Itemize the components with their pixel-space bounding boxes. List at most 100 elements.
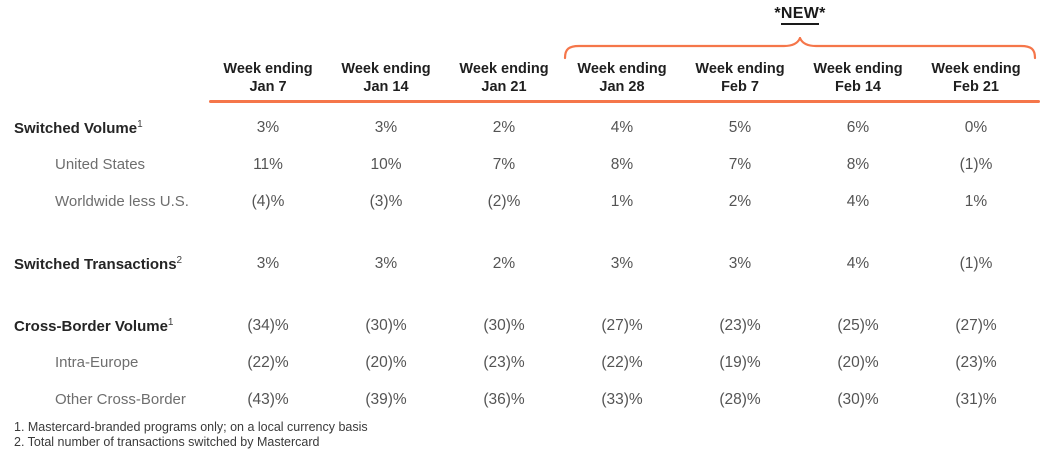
cell-value: 4% xyxy=(846,254,870,272)
column-header-line1: Week ending xyxy=(931,61,1021,77)
row-label: United States xyxy=(0,156,209,173)
row-label: Worldwide less U.S. xyxy=(0,193,209,210)
cell-value: 11% xyxy=(253,155,283,173)
cell-value: (19)% xyxy=(719,353,761,371)
cell-value: (23)% xyxy=(719,316,761,334)
row-label: Switched Transactions2 xyxy=(0,255,209,273)
header-underline xyxy=(209,100,1040,103)
cell-value: (20)% xyxy=(365,353,407,371)
cell-value: 3% xyxy=(728,254,752,272)
cell-value: (4)% xyxy=(251,192,285,210)
cell-value: (23)% xyxy=(955,353,997,371)
footnotes: 1. Mastercard-branded programs only; on … xyxy=(14,420,368,450)
cell-value: (33)% xyxy=(601,390,643,408)
column-header-line1: Week ending xyxy=(341,61,431,77)
cell-value: 3% xyxy=(374,118,398,136)
cell-value: 2% xyxy=(492,254,516,272)
cell-value: 10% xyxy=(370,155,402,173)
cell-value: 8% xyxy=(846,155,870,173)
column-header: Week ending Feb 7 xyxy=(681,55,799,96)
row-label: Cross-Border Volume1 xyxy=(0,317,209,335)
cell-value: 8% xyxy=(610,155,634,173)
metrics-table: Switched Volume1 3% 3% 2% 4% 5% 6% 0% United Sta… xyxy=(0,109,1035,418)
row-label-text: Intra-Europe xyxy=(55,354,139,371)
column-header: Week ending Jan 14 xyxy=(327,55,445,96)
cell-value: (34)% xyxy=(247,316,289,334)
column-header-line2: Feb 14 xyxy=(835,79,881,95)
row-label-text: Switched Transactions xyxy=(14,255,177,273)
cell-value: (1)% xyxy=(959,155,993,173)
row-label-text: United States xyxy=(55,156,146,173)
column-header-line1: Week ending xyxy=(695,61,785,77)
cell-value: 4% xyxy=(846,192,870,210)
footnote-1: 1. Mastercard-branded programs only; on … xyxy=(14,420,368,434)
cell-value: 3% xyxy=(256,254,280,272)
cell-value: (20)% xyxy=(837,353,879,371)
cell-value: (2)% xyxy=(487,192,521,210)
column-header-line1: Week ending xyxy=(223,61,313,77)
new-label-asterisk-left: * xyxy=(774,5,781,22)
column-header: Week ending Feb 14 xyxy=(799,55,917,96)
new-label-text: NEW xyxy=(780,5,820,25)
cell-value: (30)% xyxy=(483,316,525,334)
cell-value: 7% xyxy=(492,155,516,173)
cell-value: (22)% xyxy=(601,353,643,371)
cell-value: 4% xyxy=(610,118,634,136)
row-label-text: Worldwide less U.S. xyxy=(55,193,189,210)
row-label-text: Switched Volume xyxy=(14,119,138,137)
cell-value: (3)% xyxy=(369,192,403,210)
brace-path xyxy=(563,37,1037,60)
cell-value: (39)% xyxy=(365,390,407,408)
column-header-line2: Jan 14 xyxy=(363,79,409,95)
column-header-line2: Feb 21 xyxy=(953,79,999,95)
column-header-line1: Week ending xyxy=(577,61,667,77)
table-row: Other Cross-Border (43)% (39)% (36)% (33)% (2… xyxy=(0,381,1035,418)
header-row: Week ending Jan 7 Week ending Jan 14 Week en… xyxy=(0,55,1035,96)
column-header-line2: Feb 7 xyxy=(721,79,759,95)
footnote-marker: 1 xyxy=(167,316,174,328)
cell-value: (36)% xyxy=(483,390,525,408)
cell-value: (23)% xyxy=(483,353,525,371)
cell-value: 3% xyxy=(256,118,280,136)
cell-value: (22)% xyxy=(247,353,289,371)
cell-value: 6% xyxy=(846,118,870,136)
header-spacer xyxy=(0,55,209,96)
cell-value: (27)% xyxy=(601,316,643,334)
column-header-line1: Week ending xyxy=(813,61,903,77)
cell-value: 0% xyxy=(964,118,988,136)
table-row: Cross-Border Volume1 (34)% (30)% (30)% (27)%… xyxy=(0,307,1035,344)
column-header-line2: Jan 28 xyxy=(599,79,645,95)
table-row: United States 11% 10% 7% 8% 7% 8% (1)% xyxy=(0,146,1035,183)
row-label: Switched Volume1 xyxy=(0,119,209,137)
table-row: Switched Transactions2 3% 3% 2% 3% 3% 4% (1)% xyxy=(0,245,1035,282)
column-header-line2: Jan 7 xyxy=(249,79,287,95)
table-row: Worldwide less U.S. (4)% (3)% (2)% 1% 2% 4% 1% xyxy=(0,183,1035,220)
column-header: Week ending Jan 28 xyxy=(563,55,681,96)
footnote-marker: 1 xyxy=(137,118,143,130)
new-columns-brace-icon xyxy=(563,37,1037,60)
cell-value: 2% xyxy=(728,192,752,210)
column-header-line2: Jan 21 xyxy=(481,79,527,95)
column-header-line1: Week ending xyxy=(459,61,549,77)
new-label-asterisk-right: * xyxy=(819,5,826,22)
column-header: Week ending Feb 21 xyxy=(917,55,1035,96)
table-row: Switched Volume1 3% 3% 2% 4% 5% 6% 0% xyxy=(0,109,1035,146)
cell-value: (30)% xyxy=(837,390,879,408)
cell-value: 1% xyxy=(610,192,634,210)
new-columns-label: *NEW* xyxy=(563,5,1037,25)
table-row: Intra-Europe (22)% (20)% (23)% (22)% (19)% (20… xyxy=(0,344,1035,381)
cell-value: (1)% xyxy=(959,254,993,272)
cell-value: 1% xyxy=(964,192,988,210)
cell-value: 3% xyxy=(374,254,398,272)
column-header: Week ending Jan 21 xyxy=(445,55,563,96)
column-header: Week ending Jan 7 xyxy=(209,55,327,96)
row-label-text: Cross-Border Volume xyxy=(14,317,168,335)
row-label: Other Cross-Border xyxy=(0,391,209,408)
cell-value: (43)% xyxy=(247,390,289,408)
row-label-text: Other Cross-Border xyxy=(55,391,186,408)
cell-value: (27)% xyxy=(955,316,997,334)
cell-value: 5% xyxy=(728,118,752,136)
cell-value: (30)% xyxy=(365,316,407,334)
cell-value: (28)% xyxy=(719,390,761,408)
